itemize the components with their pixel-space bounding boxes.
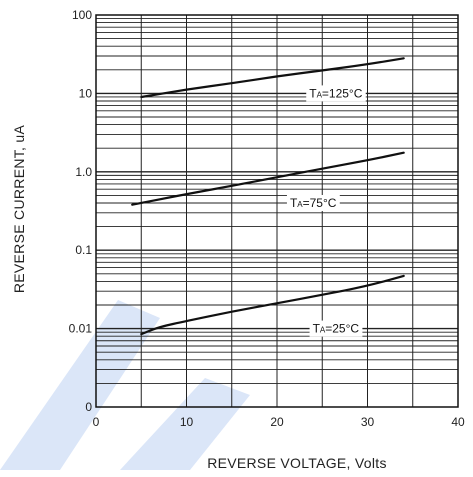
series-label-suffix: =125°C [322, 86, 363, 100]
y-tick-label: 10 [79, 86, 93, 100]
series-label-background [286, 194, 340, 211]
series-label-background [309, 320, 363, 337]
series-label: TA=75°C [286, 194, 340, 211]
y-tick-label: 0.1 [75, 243, 92, 257]
series-lines [131, 57, 405, 336]
watermark-stripe [120, 378, 250, 470]
series-label-suffix: =75°C [303, 196, 337, 210]
x-tick-label: 30 [361, 415, 375, 429]
plot-frame [95, 14, 459, 408]
series-label-prefix: T [313, 322, 321, 336]
x-tick-label: 40 [451, 415, 465, 429]
x-tick-label: 0 [93, 415, 100, 429]
series-label-text: TA=25°C [313, 322, 360, 336]
x-axis-label: REVERSE VOLTAGE, Volts [207, 455, 387, 471]
y-tick-labels: 100 10 1.0 0.1 0.01 0 [69, 8, 93, 414]
series-label: TA=125°C [306, 85, 366, 102]
series-label-text: TA=75°C [290, 196, 337, 210]
series-line [140, 274, 405, 336]
watermark-stripe [0, 300, 160, 470]
series-label-subscript: A [320, 326, 326, 335]
series-label-text: TA=125°C [309, 86, 363, 100]
series-label-background [306, 85, 366, 102]
x-tick-labels: 0 10 20 30 40 [93, 415, 465, 429]
grid [96, 15, 458, 407]
series-label-subscript: A [317, 90, 323, 99]
y-tick-label: 0.01 [69, 322, 93, 336]
series-labels: TA=125°CTA=75°CTA=25°C [286, 85, 366, 337]
series-label-prefix: T [309, 86, 317, 100]
series-line [140, 57, 405, 99]
series-label: TA=25°C [309, 320, 363, 337]
y-tick-label: 0 [85, 400, 92, 414]
y-axis-label: REVERSE CURRENT, uA [11, 124, 27, 293]
series-line [131, 151, 405, 206]
series-label-prefix: T [290, 196, 298, 210]
x-tick-label: 20 [270, 415, 284, 429]
series-label-suffix: =25°C [325, 322, 359, 336]
y-tick-label: 100 [72, 8, 92, 22]
series-label-subscript: A [297, 200, 303, 209]
watermark-stripes [0, 300, 250, 470]
x-tick-label: 10 [180, 415, 194, 429]
y-tick-label: 1.0 [75, 165, 92, 179]
